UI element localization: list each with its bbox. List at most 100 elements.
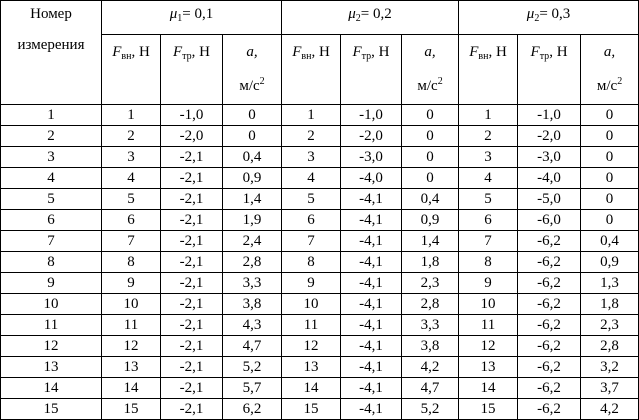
cell: -6,2 <box>517 356 582 378</box>
cell: 3 <box>281 146 342 168</box>
cell: -2,1 <box>160 188 223 210</box>
cell: -1,0 <box>340 104 403 126</box>
table-row: 11 11 -2,1 4,3 11 -4,1 3,3 11 -6,2 2,3 <box>0 314 639 336</box>
cell: 9 <box>0 272 102 294</box>
cell: 15 <box>0 398 102 420</box>
cell: 1 <box>101 104 161 126</box>
symbol: F <box>469 44 479 60</box>
cell: -2,1 <box>160 398 223 420</box>
group-header: μ1= 0,1 <box>100 0 283 35</box>
cell: 13 <box>458 356 519 378</box>
cell: 12 <box>101 335 161 357</box>
cell: 5 <box>281 188 342 210</box>
cell: -1,0 <box>160 104 223 126</box>
subscript: тр <box>182 51 192 62</box>
cell: 7 <box>101 230 161 252</box>
table-row: 12 12 -2,1 4,7 12 -4,1 3,8 12 -6,2 2,8 <box>0 335 639 357</box>
unit-line: м/с2 <box>402 73 458 95</box>
header-text: Номер <box>30 6 72 22</box>
unit: м/с <box>239 78 260 94</box>
cell: 2,4 <box>221 230 283 252</box>
cell: 9 <box>458 272 519 294</box>
cell: -6,2 <box>517 293 582 315</box>
symbol: μ <box>348 6 356 22</box>
table-row: 15 15 -2,1 6,2 15 -4,1 5,2 15 -6,2 4,2 <box>0 398 639 420</box>
symbol: F <box>530 44 540 60</box>
column-header: a, м/с2 <box>580 34 639 105</box>
cell: 0 <box>580 167 639 189</box>
cell: 5 <box>458 188 519 210</box>
group-header: μ2= 0,3 <box>458 0 639 35</box>
cell: -2,1 <box>160 272 223 294</box>
cell: -4,1 <box>340 293 403 315</box>
cell: 8 <box>0 251 102 273</box>
table-row: 10 10 -2,1 3,8 10 -4,1 2,8 10 -6,2 1,8 <box>0 293 639 315</box>
cell: -6,2 <box>517 398 582 420</box>
cell: 5,7 <box>221 377 283 399</box>
cell: 13 <box>0 356 102 378</box>
unit-line: м/с2 <box>223 73 281 95</box>
cell: -4,1 <box>340 251 403 273</box>
symbol: μ <box>526 6 535 22</box>
cell: 1,3 <box>580 272 639 294</box>
cell: 0 <box>580 125 639 147</box>
column-header: Fвн, Н <box>281 34 342 105</box>
subscript: вн <box>301 51 312 62</box>
subscript: вн <box>121 51 132 62</box>
column-header: a, м/с2 <box>221 34 283 105</box>
cell: 3 <box>458 146 519 168</box>
cell: -2,1 <box>160 209 223 231</box>
symbol: a, <box>424 44 436 60</box>
cell: 5 <box>101 188 161 210</box>
cell: 1,4 <box>221 188 283 210</box>
subscript: 1 <box>177 13 183 24</box>
cell: 8 <box>458 251 519 273</box>
cell: 4 <box>101 167 161 189</box>
cell: 3,8 <box>401 335 460 357</box>
power: 2 <box>259 76 265 87</box>
table-row: 2 2 -2,0 0 2 -2,0 0 2 -2,0 0 <box>0 125 639 147</box>
unit: , Н <box>488 44 507 60</box>
cell: 8 <box>101 251 161 273</box>
cell: 0,9 <box>221 167 283 189</box>
cell: -6,2 <box>517 335 582 357</box>
cell: 2 <box>101 125 161 147</box>
cell: -6,2 <box>517 314 582 336</box>
cell: 4,7 <box>221 335 283 357</box>
column-header: Fтр, Н <box>340 34 403 105</box>
cell: 0 <box>401 167 460 189</box>
cell: 1 <box>0 104 102 126</box>
cell: -2,1 <box>160 251 223 273</box>
cell: 2,8 <box>580 335 639 357</box>
cell: -2,0 <box>340 125 403 147</box>
cell: 0 <box>580 146 639 168</box>
symbol-line: a, <box>223 43 281 61</box>
cell: 11 <box>458 314 519 336</box>
unit: , Н <box>311 44 330 60</box>
cell: 11 <box>101 314 161 336</box>
cell: 1,4 <box>401 230 460 252</box>
cell: -4,1 <box>340 335 403 357</box>
symbol: μ <box>169 6 178 22</box>
cell: 7 <box>281 230 342 252</box>
cell: 4,2 <box>580 398 639 420</box>
cell: 12 <box>281 335 342 357</box>
cell: 12 <box>458 335 519 357</box>
cell: 0,9 <box>580 251 639 273</box>
cell: 7 <box>458 230 519 252</box>
cell: 5,2 <box>221 356 283 378</box>
unit: , Н <box>191 44 210 60</box>
column-header: Fвн, Н <box>458 34 519 105</box>
cell: -6,2 <box>517 377 582 399</box>
symbol: F <box>352 44 362 60</box>
cell: -3,0 <box>340 146 403 168</box>
table-row: 4 4 -2,1 0,9 4 -4,0 0 4 -4,0 0 <box>0 167 639 189</box>
subscript: тр <box>539 51 550 62</box>
cell: 7 <box>0 230 102 252</box>
cell: 1,8 <box>401 251 460 273</box>
table-row: 13 13 -2,1 5,2 13 -4,1 4,2 13 -6,2 3,2 <box>0 356 639 378</box>
unit-line: м/с2 <box>581 73 638 95</box>
cell: 6 <box>0 209 102 231</box>
